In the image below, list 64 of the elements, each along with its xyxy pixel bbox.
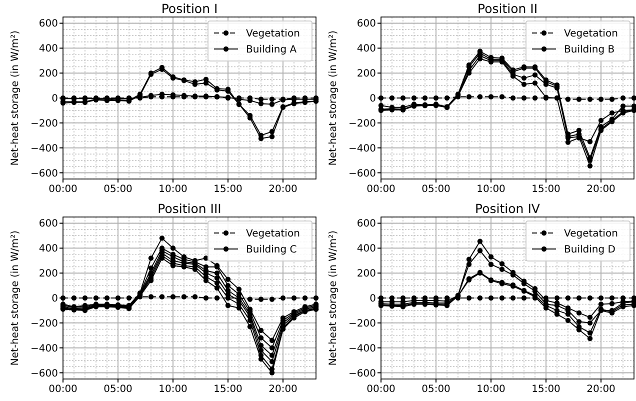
chart-title: Position II: [477, 1, 538, 16]
y-tick-label: 200: [38, 68, 58, 80]
y-tick-label: −200: [348, 118, 376, 130]
y-tick-label: 0: [52, 94, 58, 104]
y-tick-label: 200: [38, 268, 58, 280]
y-tick-label: −400: [348, 143, 376, 154]
legend-label: Building C: [246, 244, 297, 256]
legend-label: Building D: [564, 244, 616, 256]
chart-title: Position III: [158, 201, 222, 216]
y-tick-label: −600: [348, 168, 376, 180]
legend-label: Building A: [246, 44, 297, 56]
x-tick-label: 10:00: [158, 184, 188, 195]
y-tick-label: 200: [356, 68, 376, 80]
x-tick-label: 15:00: [214, 384, 242, 395]
y-axis-title: Net-heat storage (in W/m²): [328, 30, 339, 166]
x-tick-label: 00:00: [48, 184, 78, 195]
x-tick-label: 20:00: [268, 184, 298, 195]
y-tick-label: 200: [356, 268, 376, 280]
legend-label: Vegetation: [246, 228, 300, 240]
y-tick-label: 0: [52, 294, 58, 304]
x-tick-label: 10:00: [476, 384, 506, 395]
legend-label: Vegetation: [246, 28, 300, 40]
x-tick-label: 15:00: [532, 384, 560, 395]
x-tick-label: 10:00: [476, 184, 506, 195]
x-tick-label: 05:00: [104, 184, 132, 195]
y-tick-label: −600: [30, 368, 58, 380]
y-axis-title: Net-heat storage (in W/m²): [328, 230, 339, 366]
y-tick-label: 400: [356, 244, 376, 255]
y-tick-label: −200: [30, 118, 58, 130]
y-tick-label: 400: [38, 244, 58, 255]
chart-title: Position I: [161, 1, 218, 16]
y-axis-title: Net-heat storage (in W/m²): [10, 230, 21, 366]
y-axis-title: Net-heat storage (in W/m²): [10, 30, 21, 166]
legend-label: Vegetation: [564, 228, 618, 240]
y-tick-label: 400: [38, 44, 58, 55]
legend-label: Building B: [564, 44, 615, 56]
x-tick-label: 05:00: [104, 384, 132, 395]
y-tick-label: −400: [348, 343, 376, 354]
x-tick-label: 00:00: [366, 384, 396, 395]
y-tick-label: −400: [30, 143, 58, 154]
x-tick-label: 20:00: [586, 184, 616, 195]
y-tick-label: 400: [356, 44, 376, 55]
y-tick-label: −200: [348, 318, 376, 330]
y-tick-label: 600: [38, 18, 58, 30]
y-tick-label: 600: [356, 18, 376, 30]
x-tick-label: 05:00: [422, 184, 450, 195]
y-tick-label: −600: [30, 168, 58, 180]
y-tick-label: −400: [30, 343, 58, 354]
x-tick-label: 20:00: [586, 384, 616, 395]
y-tick-label: 0: [370, 294, 376, 304]
x-tick-label: 00:00: [366, 184, 396, 195]
y-tick-label: 0: [370, 94, 376, 104]
x-tick-label: 10:00: [158, 384, 188, 395]
y-tick-label: 600: [38, 218, 58, 230]
y-tick-label: −600: [348, 368, 376, 380]
chart-title: Position IV: [475, 201, 540, 216]
x-tick-label: 00:00: [48, 384, 78, 395]
y-tick-label: 600: [356, 218, 376, 230]
y-tick-label: −200: [30, 318, 58, 330]
x-tick-label: 05:00: [422, 384, 450, 395]
legend-label: Vegetation: [564, 28, 618, 40]
x-tick-label: 15:00: [214, 184, 242, 195]
x-tick-label: 15:00: [532, 184, 560, 195]
x-tick-label: 20:00: [268, 384, 298, 395]
